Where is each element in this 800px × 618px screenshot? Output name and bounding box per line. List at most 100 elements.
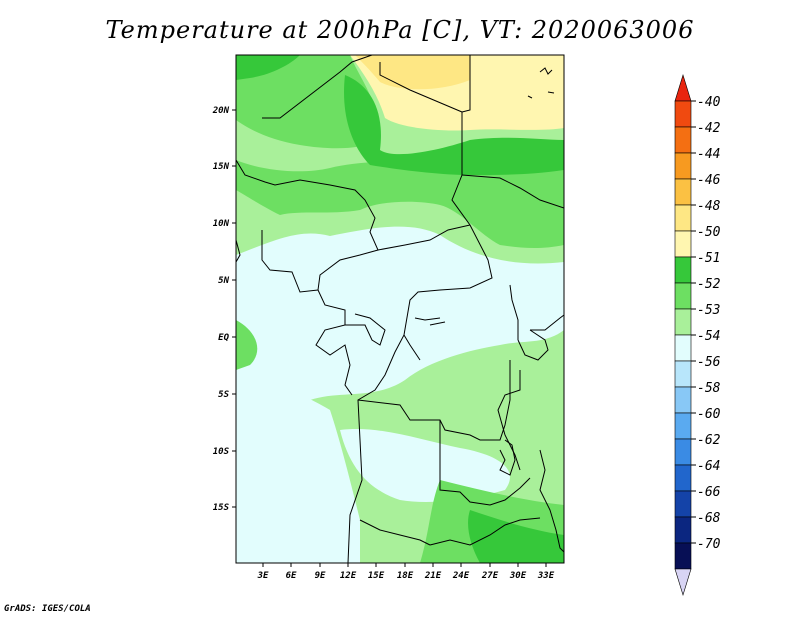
colorbar-swatch [674,204,692,232]
colorbar: -40 -42 -44 -46 -48 -50 -51 -52 -53 -54 -56 -58 -60 -… [674,73,721,597]
border-line [345,313,386,346]
colorbar-swatch [674,256,692,284]
field-region-cold-coast [236,260,285,302]
border-line [461,174,564,209]
colorbar-swatch [674,230,692,258]
colorbar-label: -56 [697,355,721,370]
colorbar-label: -58 [697,381,721,396]
colorbar-label: -68 [697,511,721,526]
colorbar-label: -40 [697,95,721,110]
field-region-cold [236,226,564,509]
colorbar-swatch [674,126,692,154]
colorbar-swatch [674,438,692,466]
lat-label: 5S [218,390,229,400]
border-line [509,284,519,340]
colorbar-swatch [674,516,692,544]
colorbar-swatch [674,360,692,388]
colorbar-swatch [674,542,692,570]
lat-label: 10N [213,219,230,229]
lat-label: 20N [212,106,230,116]
temperature-field [236,55,564,563]
colorbar-label: -51 [697,251,720,266]
colorbar-swatch [674,282,692,310]
colorbar-label: -44 [697,147,720,162]
coast-outline [527,91,555,99]
lon-label: 6E [286,571,297,581]
colorbar-label: -46 [697,173,721,188]
field-region-mid-w [236,320,258,370]
border-line [347,62,493,563]
border-line [236,239,241,263]
colorbar-label: -48 [697,199,721,214]
border-line [261,230,319,293]
field-region-dark-se [468,510,564,563]
lat-label: 5N [218,276,229,286]
lon-label: 27E [481,571,499,581]
border-line [439,420,531,506]
colorbar-label: -50 [697,225,721,240]
colorbar-label: -70 [697,537,721,552]
border-line [357,360,511,441]
colorbar-swatch [674,100,692,128]
colorbar-label: -53 [697,303,720,318]
border-line [429,517,541,546]
border-line [497,370,521,471]
lat-label: 15N [213,162,230,172]
border-line [539,449,564,553]
border-line [359,519,431,546]
lon-label: 9E [315,571,326,581]
colorbar-label: -62 [697,433,721,448]
lat-label: 15S [213,503,230,513]
lon-label: 24E [452,571,470,581]
colorbar-swatch [674,308,692,336]
colorbar-label: -60 [697,407,721,422]
colorbar-swatch [674,490,692,518]
colorbar-swatch [674,334,692,362]
colorbar-swatch [674,73,692,102]
border-line [517,329,549,361]
border-line [403,334,421,361]
colorbar-swatch [674,464,692,492]
field-region-warmest [355,55,470,90]
border-line [461,55,471,113]
border-line [262,55,373,119]
colorbar-swatch [674,386,692,414]
lat-label: 10S [213,447,230,457]
lake-outline [414,317,446,326]
border-line [377,224,471,251]
grads-credit: GrADS: IGES/COLA [4,604,91,614]
colorbar-label: -54 [697,329,720,344]
colorbar-label: -66 [697,485,721,500]
chart-title: Temperature at 200hPa [C], VT: 202006300… [105,16,695,44]
lat-label: EQ [218,333,229,343]
field-region-mid-nw [236,55,379,149]
lon-label: 18E [397,571,414,581]
lon-label: 3E [257,571,269,581]
lat-axis: 20N 15N 10N 5N EQ 5S 10S 15S [212,106,236,513]
colorbar-swatch [674,412,692,440]
colorbar-label: -64 [697,459,720,474]
field-region-cold-south [236,388,360,563]
field-region-dark-n [344,75,564,175]
border-line [499,439,516,476]
border-line [236,159,379,396]
field-region-dark-nw [236,55,300,80]
lon-label: 15E [368,571,385,581]
lon-axis: 3E 6E 9E 12E 15E 18E 21E 24E 27E 30E 33E [257,563,555,581]
colorbar-label: -52 [697,277,721,292]
map-frame [235,54,565,564]
colorbar-swatch [674,152,692,180]
field-region-cold-central [340,429,510,502]
field-region-mid-n [236,160,564,249]
border-line [530,314,564,331]
lon-label: 33E [537,571,555,581]
lon-label: 30E [509,571,527,581]
colorbar-swatch [674,178,692,206]
lon-label: 21E [424,571,442,581]
lon-label: 12E [340,571,357,581]
colorbar-label: -42 [697,121,721,136]
colorbar-swatch [674,568,692,597]
country-borders [236,55,564,563]
coast-outline [539,67,553,75]
